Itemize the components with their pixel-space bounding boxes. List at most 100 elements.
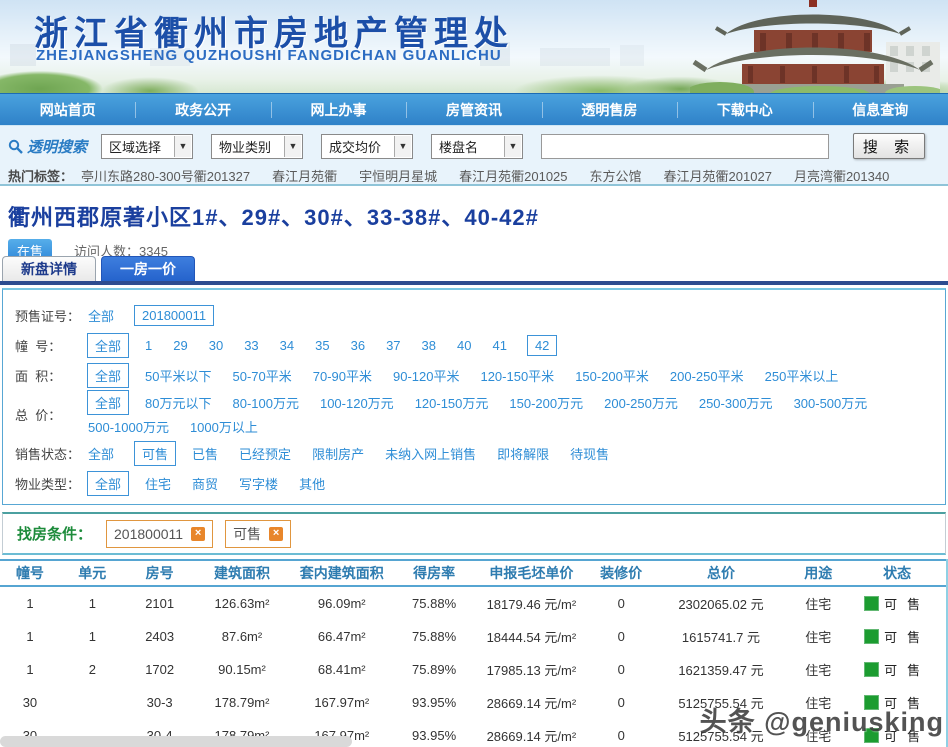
filter-option[interactable]: 其他: [299, 476, 326, 492]
house-price-table: 幢号 单元 房号 建筑面积 套内建筑面积 得房率 申报毛坯单价 装修价 总价 用途 状态 1 1 210…: [0, 559, 948, 747]
filter-option[interactable]: 41: [492, 337, 507, 353]
filter-option[interactable]: 未纳入网上销售: [385, 446, 477, 462]
table-cell: 66.47m²: [317, 629, 366, 644]
filter-option[interactable]: 29: [173, 337, 188, 353]
filter-option[interactable]: 300-500万元: [793, 396, 868, 411]
filter-select[interactable]: 物业类别 ▼: [211, 133, 304, 159]
filter-label: 总 价：: [15, 407, 62, 423]
filter-option[interactable]: 已经预定: [239, 446, 292, 462]
tab-inactive[interactable]: 新盘详情: [2, 256, 96, 281]
table-cell: 18444.54 元/m²: [486, 630, 577, 645]
status-text: 可售: [884, 630, 931, 645]
filter-option[interactable]: 250平米以上: [764, 368, 839, 384]
filter-option[interactable]: 1000万以上: [189, 420, 258, 435]
filter-option[interactable]: 全部: [88, 446, 115, 462]
criteria-box: 找房条件： 201800011 × 可售 ×: [2, 512, 946, 555]
filter-option[interactable]: 全部: [87, 470, 130, 496]
filter-option[interactable]: 36: [350, 337, 366, 353]
search-input[interactable]: [541, 133, 830, 159]
table-cell: 1: [88, 596, 96, 611]
nav-item[interactable]: 房管资讯: [406, 94, 541, 125]
nav-item[interactable]: 透明售房: [541, 94, 677, 125]
filter-option[interactable]: 200-250万元: [604, 396, 678, 411]
filter-option[interactable]: 70-90平米: [312, 368, 372, 384]
filter-option[interactable]: 全部: [88, 308, 115, 324]
hot-tag-link[interactable]: 春江月苑衢: [272, 168, 338, 184]
filter-option[interactable]: 200-250平米: [669, 368, 744, 384]
filter-option[interactable]: 150-200万元: [509, 396, 584, 411]
table-cell: 30: [22, 695, 38, 710]
hot-tag-link[interactable]: 月亮湾衢201340: [793, 168, 890, 184]
filter-option[interactable]: 80-100万元: [232, 396, 299, 411]
table-cell: 1: [26, 662, 34, 677]
filter-option[interactable]: 34: [279, 337, 295, 353]
select-value: 楼盘名: [439, 139, 479, 155]
filter-option[interactable]: 120-150平米: [480, 368, 555, 384]
select-value: 成交均价: [329, 139, 382, 155]
filter-option[interactable]: 可售: [134, 440, 177, 466]
nav-item[interactable]: 网站首页: [39, 101, 96, 118]
filter-option[interactable]: 即将解限: [497, 446, 550, 462]
filter-option[interactable]: 1: [145, 337, 153, 353]
hot-tag-link[interactable]: 亭川东路280-300号衢201327: [81, 168, 251, 184]
filter-option[interactable]: 全部: [87, 390, 130, 415]
column-header: 幢号: [15, 565, 44, 581]
criteria-tag[interactable]: 可售 ×: [225, 519, 292, 548]
filter-option[interactable]: 42: [526, 334, 558, 356]
filter-option[interactable]: 100-120万元: [319, 396, 394, 411]
filter-option[interactable]: 已售: [192, 446, 219, 462]
table-cell: 住宅: [805, 630, 832, 645]
hot-tag-link[interactable]: 宇恒明月星城: [359, 168, 438, 184]
status-cell: 可售: [848, 660, 946, 679]
filter-option[interactable]: 住宅: [145, 476, 172, 492]
filter-option[interactable]: 150-200平米: [575, 368, 649, 384]
filter-label: 销售状态：: [15, 446, 81, 462]
filter-option[interactable]: 33: [244, 337, 259, 353]
filter-option[interactable]: 写字楼: [239, 476, 279, 492]
search-section: 透明搜索 区域选择 ▼ 物业类别 ▼ 成交均价 ▼ 楼盘名 ▼ 搜 索 热门标签： 亭川东路2…: [0, 125, 948, 186]
nav-item[interactable]: 下载中心: [677, 94, 812, 125]
filter-option[interactable]: 120-150万元: [414, 396, 489, 411]
filter-option[interactable]: 201800011: [134, 304, 215, 326]
filter-option[interactable]: 80万元以下: [145, 396, 212, 411]
filter-option[interactable]: 50平米以下: [145, 368, 212, 384]
filter-option[interactable]: 37: [386, 337, 401, 353]
table-cell: 5125755.54 元: [678, 729, 764, 744]
filter-option[interactable]: 500-1000万元: [88, 420, 169, 435]
filter-select[interactable]: 成交均价 ▼: [321, 133, 414, 159]
filter-option[interactable]: 限制房产: [312, 446, 365, 462]
nav-item[interactable]: 政务公开: [135, 94, 270, 125]
nav-item[interactable]: 信息查询: [812, 94, 948, 125]
filter-option[interactable]: 商贸: [192, 476, 219, 492]
filter-option[interactable]: 40: [457, 337, 472, 353]
table-row: 1 1 2403 87.6m² 66.47m² 75.88% 18444.54 元/m² 0 1…: [0, 620, 946, 653]
nav-item[interactable]: 网上办事: [270, 94, 406, 125]
filter-option[interactable]: 250-300万元: [698, 396, 773, 411]
hot-tag-link[interactable]: 春江月苑衢201025: [459, 168, 568, 184]
hot-tag-link[interactable]: 春江月苑衢201027: [663, 168, 772, 184]
filter-items: 全部 1 29 30 33 34 35 36 37 38 40 41 42: [87, 332, 572, 358]
hot-tag-link[interactable]: 东方公馆: [589, 168, 642, 184]
filter-row: 幢 号： 全部 1 29 30 33 34 35 36 37 38 40 41 42: [15, 330, 945, 360]
filter-option[interactable]: 30: [208, 337, 224, 353]
table-cell: 18179.46 元/m²: [486, 597, 577, 612]
filter-option[interactable]: 全部: [87, 332, 130, 358]
filter-select[interactable]: 楼盘名 ▼: [431, 133, 524, 159]
filter-option[interactable]: 50-70平米: [232, 368, 292, 384]
visit-row: 在售 访问人数：3345: [8, 239, 948, 256]
criteria-tag[interactable]: 201800011 ×: [106, 519, 214, 548]
search-button[interactable]: 搜 索: [853, 133, 926, 159]
filter-option[interactable]: 待现售: [570, 446, 610, 462]
close-icon[interactable]: ×: [269, 526, 284, 541]
tab-active[interactable]: 一房一价: [101, 256, 195, 281]
column-header: 得房率: [413, 565, 456, 581]
filter-select[interactable]: 区域选择 ▼: [101, 133, 194, 159]
filter-option[interactable]: 90-120平米: [392, 368, 460, 384]
filter-option[interactable]: 全部: [87, 362, 130, 388]
horizontal-scrollbar-thumb[interactable]: [0, 736, 352, 747]
filter-option[interactable]: 38: [421, 337, 436, 353]
column-header: 装修价: [600, 565, 643, 581]
filter-option[interactable]: 35: [315, 337, 330, 353]
close-icon[interactable]: ×: [191, 526, 206, 541]
table-cell: 0: [617, 695, 625, 710]
